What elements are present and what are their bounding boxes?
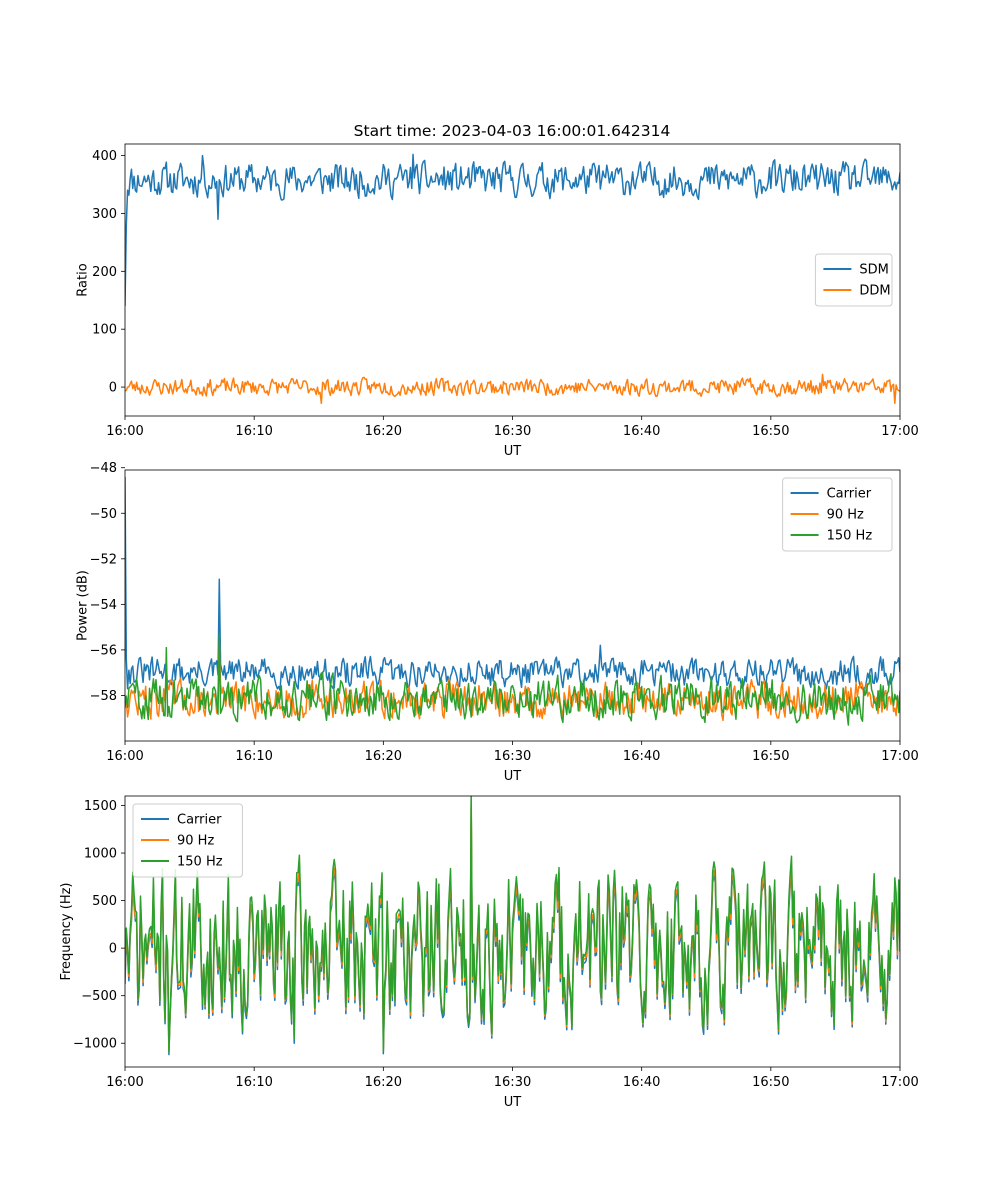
legend-label: Carrier (827, 487, 872, 502)
x-tick-label: 16:00 (106, 424, 143, 439)
x-tick-label: 16:00 (106, 1075, 143, 1090)
x-tick-label: 16:10 (235, 749, 272, 764)
x-tick-label: 16:50 (752, 424, 789, 439)
y-tick-label: −1000 (73, 1037, 117, 1052)
plot-area (125, 476, 900, 726)
y-tick-label: −56 (90, 643, 117, 658)
x-tick-label: 16:50 (752, 1075, 789, 1090)
x-tick-label: 17:00 (881, 749, 918, 764)
x-tick-label: 16:00 (106, 749, 143, 764)
y-tick-label: −50 (90, 507, 117, 522)
panels: 16:00 16:10 16:20 16:30 16:40 16:50 17:00 0 100 2… (59, 143, 919, 1110)
x-tick-label: 16:20 (365, 749, 402, 764)
y-tick-label: −48 (90, 461, 117, 476)
legend-label: 150 Hz (827, 529, 873, 544)
x-tick-label: 16:30 (494, 424, 531, 439)
legend-label: 90 Hz (177, 834, 214, 849)
legend-label: DDM (859, 284, 890, 299)
y-tick-label: −500 (81, 989, 117, 1004)
series-line-carrier (125, 476, 900, 691)
legend: Carrier 90 Hz 150 Hz (132, 803, 243, 878)
y-tick-label: 200 (92, 265, 117, 280)
x-tick-label: 16:40 (623, 749, 660, 764)
y-tick-label: 1500 (84, 799, 117, 814)
y-tick-label: 100 (92, 323, 117, 338)
legend-box (814, 253, 893, 307)
series-line-150-hz (125, 633, 900, 726)
series-line-ddm (125, 373, 900, 405)
legend-label: 150 Hz (177, 855, 223, 870)
legend-label: Carrier (177, 813, 222, 828)
plot-area (125, 153, 900, 405)
y-tick-label: 300 (92, 207, 117, 222)
legend-label: SDM (859, 263, 888, 278)
figure-title: Start time: 2023-04-03 16:00:01.642314 (354, 122, 671, 140)
y-axis-label: Frequency (Hz) (59, 882, 74, 980)
plot-area (125, 796, 900, 1056)
legend: Carrier 90 Hz 150 Hz (782, 477, 893, 552)
x-tick-label: 16:20 (365, 424, 402, 439)
y-tick-label: −54 (90, 598, 117, 613)
x-tick-label: 16:30 (494, 1075, 531, 1090)
series-line-150-hz (125, 796, 900, 1053)
chart-panel-3: 16:00 16:10 16:20 16:30 16:40 16:50 17:00 −1000… (59, 795, 919, 1110)
x-axis-label: UT (504, 1095, 522, 1110)
series-line-sdm (125, 153, 900, 307)
x-tick-label: 17:00 (881, 1075, 918, 1090)
y-tick-label: 0 (109, 942, 117, 957)
legend-label: 90 Hz (827, 508, 864, 523)
x-tick-label: 16:10 (235, 424, 272, 439)
chart-panel-1: 16:00 16:10 16:20 16:30 16:40 16:50 17:00 0 100 2… (75, 143, 919, 459)
chart-panel-2: 16:00 16:10 16:20 16:30 16:40 16:50 17:00 −58 −5… (75, 461, 918, 784)
x-tick-label: 16:40 (623, 424, 660, 439)
series-line-90-hz (125, 640, 900, 722)
x-tick-label: 16:30 (494, 749, 531, 764)
x-tick-label: 16:50 (752, 749, 789, 764)
y-axis-label: Power (dB) (75, 570, 90, 641)
y-tick-label: 400 (92, 149, 117, 164)
x-tick-label: 16:10 (235, 1075, 272, 1090)
y-tick-label: 0 (109, 381, 117, 396)
x-tick-label: 16:40 (623, 1075, 660, 1090)
legend: SDM DDM (814, 253, 893, 307)
legend-box (132, 803, 243, 878)
x-axis-label: UT (504, 444, 522, 459)
x-tick-label: 16:20 (365, 1075, 402, 1090)
x-axis-label: UT (504, 769, 522, 784)
y-axis-label: Ratio (75, 263, 90, 296)
y-tick-label: −52 (90, 552, 117, 567)
legend-box (782, 477, 893, 552)
y-tick-label: −58 (90, 689, 117, 704)
y-tick-label: 1000 (84, 847, 117, 862)
y-tick-label: 500 (92, 894, 117, 909)
x-tick-label: 17:00 (881, 424, 918, 439)
